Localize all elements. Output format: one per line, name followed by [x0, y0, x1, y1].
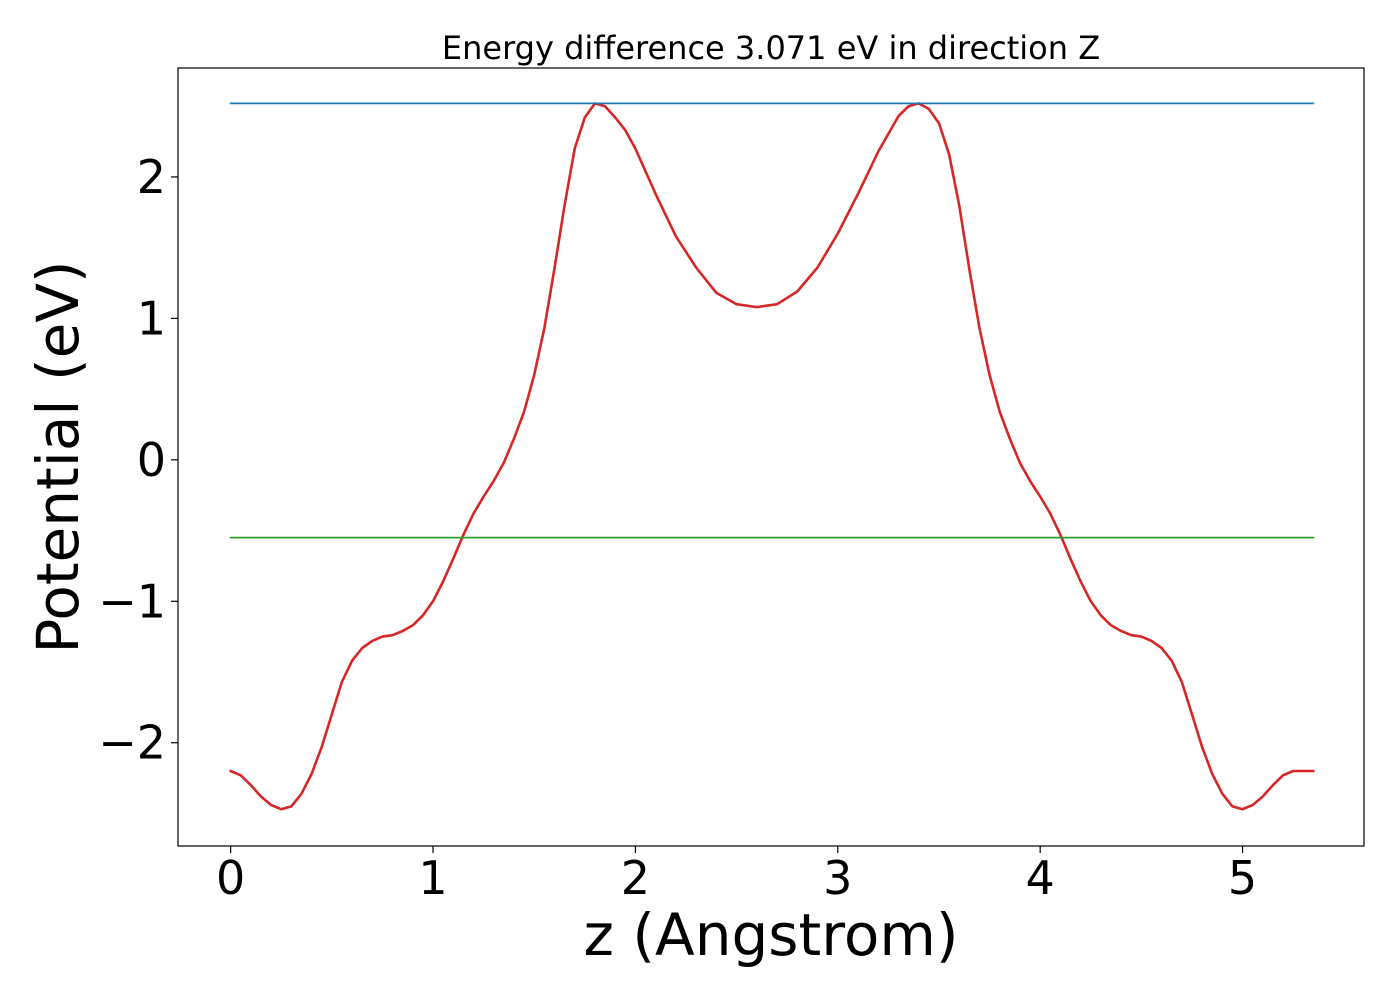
- y-tick-label: −1: [98, 574, 166, 628]
- x-axis: 0 1 2 3 4 5: [216, 846, 1257, 905]
- x-tick-label: 0: [216, 851, 245, 905]
- y-tick-label: 1: [137, 291, 166, 345]
- y-tick-label: 2: [137, 150, 166, 204]
- x-tick-label: 1: [418, 851, 447, 905]
- y-tick-label: 0: [137, 433, 166, 487]
- x-tick-label: 2: [621, 851, 650, 905]
- potential-series-line: [229, 102, 1315, 811]
- y-tick-label: −2: [98, 716, 166, 770]
- x-axis-label: z (Angstrom): [584, 901, 959, 969]
- y-axis: −2 −1 0 1 2: [98, 150, 178, 770]
- x-tick-label: 3: [823, 851, 852, 905]
- plot-frame: [177, 67, 1365, 847]
- chart-title: Energy difference 3.071 eV in direction …: [442, 29, 1100, 67]
- x-tick-label: 5: [1228, 851, 1257, 905]
- x-tick-label: 4: [1026, 851, 1055, 905]
- series-layer: [229, 102, 1315, 811]
- y-axis-label: Potential (eV): [24, 260, 92, 653]
- plot-area: [177, 67, 1365, 847]
